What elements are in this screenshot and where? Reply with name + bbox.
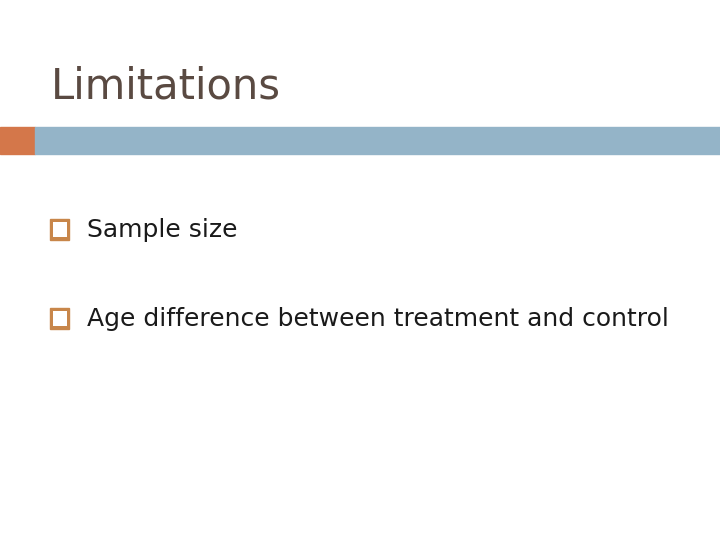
- Bar: [35, 127, 720, 154]
- Bar: [0, 127, 35, 154]
- Text: Age difference between treatment and control: Age difference between treatment and con…: [87, 307, 669, 330]
- Bar: [53, 310, 67, 326]
- Bar: [50, 219, 69, 240]
- Text: Sample size: Sample size: [87, 218, 238, 241]
- Bar: [53, 221, 67, 238]
- Text: Limitations: Limitations: [50, 65, 280, 107]
- Bar: [50, 308, 69, 329]
